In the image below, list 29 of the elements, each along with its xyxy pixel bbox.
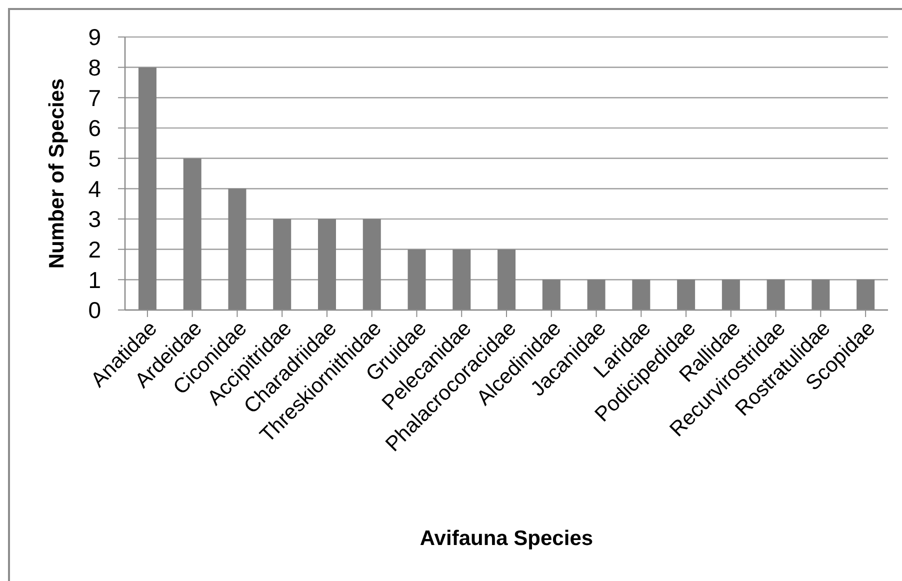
x-axis-title: Avifauna Species [420, 527, 594, 550]
bar [452, 249, 471, 310]
bar [362, 219, 381, 310]
bar [273, 219, 292, 310]
bar [183, 158, 202, 310]
bar [408, 249, 426, 310]
bar [812, 280, 830, 310]
y-tick-label: 4 [88, 176, 102, 202]
bar [677, 280, 696, 310]
bar [138, 67, 156, 310]
y-tick-label: 5 [88, 146, 101, 172]
y-tick-label: 0 [88, 297, 101, 324]
bar [722, 280, 740, 310]
y-tick-label: 9 [88, 24, 101, 50]
bar [318, 219, 336, 310]
y-tick-label: 1 [88, 266, 101, 293]
bar [856, 280, 875, 310]
bar [587, 280, 606, 310]
y-tick-label: 3 [88, 206, 101, 232]
bar [766, 280, 785, 310]
y-tick-label: 2 [88, 236, 101, 262]
y-tick-label: 7 [88, 84, 101, 111]
bar [632, 280, 650, 310]
bar [228, 188, 246, 310]
y-tick-label: 8 [88, 54, 101, 80]
bar [498, 249, 516, 310]
y-tick-label: 6 [88, 115, 101, 142]
bar [542, 280, 560, 310]
y-axis-title: Number of Species [46, 78, 68, 269]
